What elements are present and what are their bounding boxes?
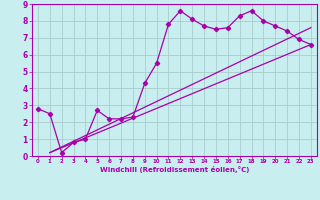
X-axis label: Windchill (Refroidissement éolien,°C): Windchill (Refroidissement éolien,°C) bbox=[100, 166, 249, 173]
